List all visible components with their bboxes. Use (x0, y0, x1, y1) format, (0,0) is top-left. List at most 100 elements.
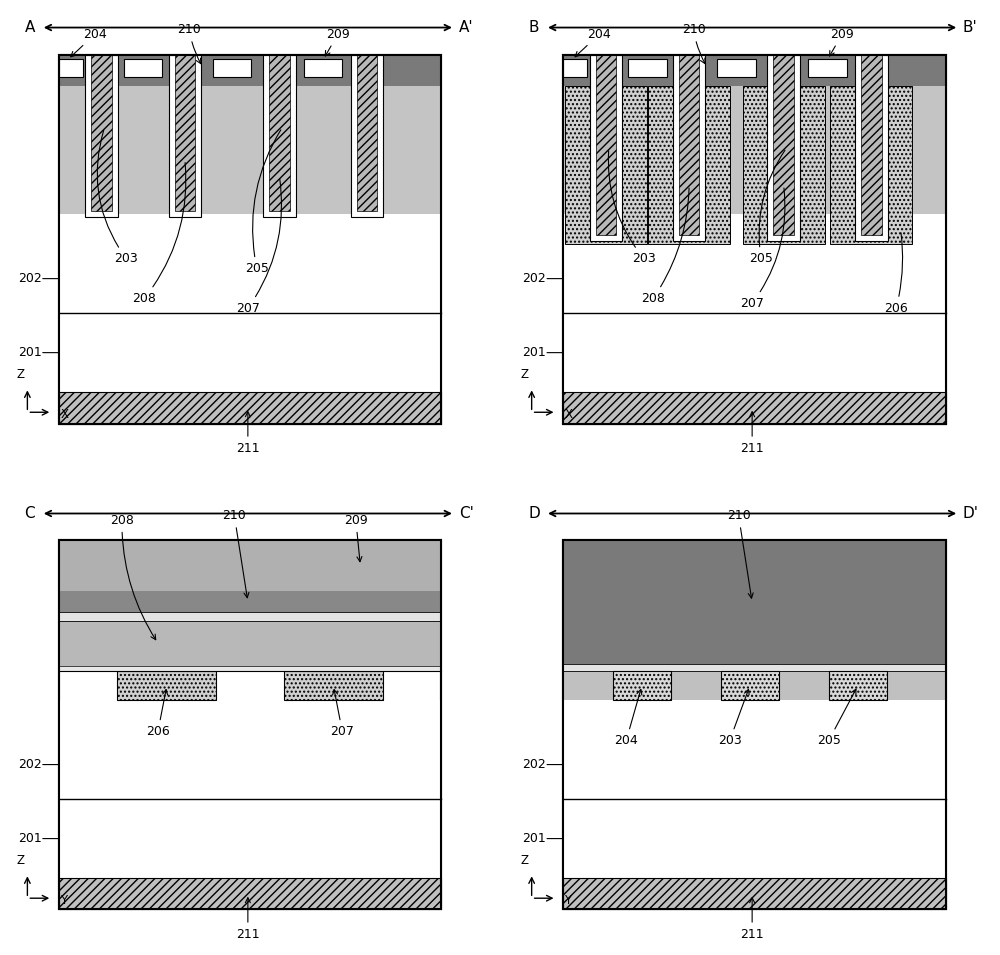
Bar (563, 700, 946, 799)
Bar (59, 541, 441, 909)
Bar (563, 878, 946, 909)
Bar (861, 54, 882, 236)
Bar (351, 54, 383, 217)
Bar (679, 54, 699, 236)
Text: 211: 211 (740, 412, 764, 455)
Text: 207: 207 (740, 188, 785, 309)
Text: 205: 205 (245, 130, 281, 275)
Text: 211: 211 (740, 898, 764, 941)
Bar (124, 59, 162, 76)
Text: 206: 206 (884, 233, 908, 315)
Bar (59, 612, 441, 621)
Text: Y: Y (565, 894, 572, 907)
Bar (563, 392, 946, 423)
Bar (565, 86, 647, 244)
Bar (59, 54, 441, 423)
Text: A: A (24, 20, 35, 35)
Bar (563, 313, 946, 392)
Text: X: X (60, 408, 68, 421)
Bar (213, 59, 251, 76)
Bar (169, 54, 201, 217)
Text: 211: 211 (236, 412, 260, 455)
Text: 208: 208 (132, 162, 186, 305)
Text: 203: 203 (97, 130, 138, 265)
Text: 203: 203 (718, 690, 749, 747)
Bar (563, 541, 946, 909)
Text: B: B (529, 20, 539, 35)
Bar (563, 214, 946, 313)
Bar (85, 54, 118, 217)
Bar (808, 59, 847, 76)
Text: 210: 210 (177, 23, 201, 64)
Text: Z: Z (17, 854, 25, 867)
Text: 210: 210 (727, 509, 753, 598)
Bar (563, 54, 946, 214)
Text: 205: 205 (749, 150, 785, 265)
Text: Z: Z (17, 368, 25, 381)
Bar (563, 671, 946, 700)
Bar (59, 313, 441, 392)
Bar (175, 54, 195, 211)
Text: 209: 209 (830, 28, 854, 56)
Text: 204: 204 (575, 28, 611, 56)
Text: C: C (24, 506, 35, 521)
Bar (59, 666, 441, 671)
Text: 201: 201 (18, 346, 42, 359)
Bar (563, 664, 946, 671)
Bar (743, 86, 825, 244)
Text: 202: 202 (522, 272, 546, 286)
Text: 203: 203 (608, 151, 656, 265)
Text: 204: 204 (71, 28, 107, 56)
Bar (59, 541, 441, 591)
Text: 205: 205 (817, 690, 856, 747)
Bar (563, 54, 946, 86)
Bar (59, 54, 441, 214)
Bar (829, 671, 887, 700)
Bar (590, 54, 622, 242)
Text: 201: 201 (522, 346, 546, 359)
Bar (59, 54, 441, 86)
Text: D': D' (962, 506, 978, 521)
Text: X: X (565, 408, 573, 421)
Bar (304, 59, 342, 76)
Text: 202: 202 (18, 272, 42, 286)
Text: 207: 207 (330, 690, 354, 738)
Text: C': C' (459, 506, 474, 521)
Bar (284, 671, 383, 700)
Bar (855, 54, 888, 242)
Bar (721, 671, 779, 700)
Text: Y: Y (60, 894, 67, 907)
Bar (563, 541, 946, 664)
Text: 208: 208 (110, 514, 156, 640)
Text: 202: 202 (18, 758, 42, 771)
Bar (673, 54, 705, 242)
Text: 211: 211 (236, 898, 260, 941)
Bar (59, 799, 441, 878)
Bar (773, 54, 794, 236)
Bar (117, 671, 216, 700)
Text: Z: Z (521, 854, 529, 867)
Bar (59, 591, 441, 612)
Text: Z: Z (521, 368, 529, 381)
Bar (596, 54, 616, 236)
Bar (59, 878, 441, 909)
Bar (628, 59, 667, 76)
Text: 210: 210 (222, 509, 249, 598)
Bar (59, 392, 441, 423)
Bar (91, 54, 112, 211)
Text: D: D (528, 506, 540, 521)
Bar (613, 671, 671, 700)
Bar (263, 54, 296, 217)
Text: 204: 204 (614, 690, 642, 747)
Bar (563, 54, 946, 423)
Text: B': B' (963, 20, 978, 35)
Text: A': A' (459, 20, 473, 35)
Bar (563, 541, 946, 909)
Text: 209: 209 (344, 514, 368, 562)
Bar (563, 59, 587, 76)
Text: 208: 208 (641, 188, 689, 305)
Text: 202: 202 (522, 758, 546, 771)
Text: 207: 207 (236, 179, 282, 315)
Bar (357, 54, 377, 211)
Bar (59, 59, 83, 76)
